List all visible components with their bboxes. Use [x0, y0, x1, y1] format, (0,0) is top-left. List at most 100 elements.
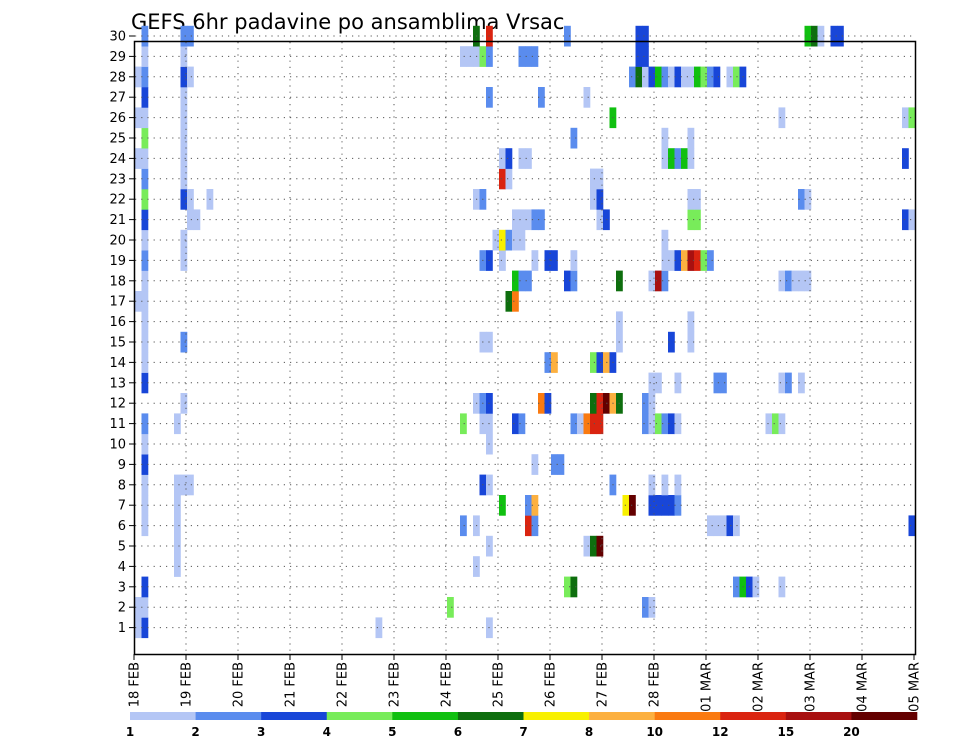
heatmap-cell: [908, 107, 916, 129]
heatmap-cell: [817, 25, 825, 47]
plot-frame: [133, 40, 917, 656]
heatmap-cell: [180, 474, 188, 496]
y-tick-label: 27: [109, 91, 126, 106]
heatmap-cell: [187, 474, 194, 496]
x-tick-label: 25 FEB: [492, 662, 507, 707]
heatmap-cell: [538, 209, 545, 231]
heatmap-cell: [661, 270, 669, 292]
heatmap-cell: [596, 352, 604, 373]
heatmap-cell: [720, 515, 727, 537]
heatmap-cell: [141, 454, 149, 475]
heatmap-cell: [661, 66, 669, 88]
heatmap-cell: [531, 250, 539, 271]
heatmap-cell: [661, 127, 669, 149]
heatmap-cell: [564, 576, 571, 598]
legend-swatch: [785, 712, 852, 720]
heatmap-cell: [180, 66, 188, 88]
y-tick-label: 20: [109, 234, 126, 249]
heatmap-cell: [642, 393, 649, 414]
y-tick-label: 6: [118, 519, 126, 534]
heatmap-cell: [512, 229, 519, 251]
heatmap-cell: [375, 617, 383, 639]
legend-label: 7: [519, 725, 527, 739]
legend-label: 5: [388, 725, 396, 739]
heatmap-cell: [655, 270, 662, 292]
heatmap-cell: [674, 413, 682, 435]
heatmap-cell: [512, 270, 519, 292]
heatmap-cell: [505, 291, 513, 312]
heatmap-cell: [135, 148, 142, 169]
heatmap-cell: [141, 413, 149, 435]
heatmap-cell: [518, 209, 526, 231]
heatmap-cell: [694, 250, 701, 271]
heatmap-cell: [687, 148, 695, 169]
heatmap-cell: [518, 148, 526, 169]
heatmap-cell: [174, 556, 181, 577]
heatmap-cell: [564, 25, 571, 47]
heatmap-cell: [518, 229, 526, 251]
heatmap-cell: [180, 189, 188, 210]
heatmap-cell: [648, 66, 656, 88]
y-tick-label: 12: [109, 397, 126, 412]
heatmap-cell: [668, 66, 675, 88]
heatmap-cell: [135, 66, 142, 88]
legend-swatch: [195, 712, 262, 720]
heatmap-cell: [713, 66, 721, 88]
heatmap-cell: [512, 291, 519, 312]
legend-swatch: [720, 712, 787, 720]
heatmap-cell: [557, 454, 565, 475]
heatmap-cell: [707, 66, 714, 88]
y-tick-label: 14: [109, 356, 126, 371]
heatmap-cell: [590, 535, 597, 557]
legend-swatch: [589, 712, 655, 720]
heatmap-cell: [596, 189, 604, 210]
x-axis: 18 FEB 19 FEB 20 FEB 21 FEB 22 FEB 23 FEB 24 F…: [128, 654, 923, 712]
heatmap-cell: [570, 250, 578, 271]
heatmap-cell: [785, 372, 792, 394]
heatmap-cell: [141, 495, 149, 516]
heatmap-cell: [687, 209, 695, 231]
x-tick-label: 23 FEB: [388, 662, 403, 707]
y-tick-label: 24: [109, 152, 126, 167]
legend-swatch: [457, 712, 524, 720]
y-tick-label: 11: [109, 417, 126, 432]
heatmap-cell: [713, 372, 721, 394]
heatmap-cell: [648, 393, 656, 414]
heatmap-cell: [141, 311, 149, 333]
legend-label: 4: [323, 725, 331, 739]
y-tick-label: 16: [109, 315, 126, 330]
heatmap-cell: [544, 352, 552, 373]
heatmap-cell: [141, 168, 149, 190]
legend-label: 15: [777, 725, 794, 739]
heatmap-cell: [596, 393, 604, 414]
heatmap-cell: [681, 66, 688, 88]
heatmap-cell: [778, 576, 786, 598]
y-tick-label: 28: [109, 70, 126, 85]
heatmap-cell: [798, 189, 805, 210]
heatmap-cell: [785, 270, 792, 292]
heatmap-cell: [590, 352, 597, 373]
legend-label: 10: [646, 725, 663, 739]
heatmap-cell: [661, 413, 669, 435]
legend-label: 1: [126, 725, 134, 739]
heatmap-cell: [583, 413, 591, 435]
heatmap-cell: [538, 87, 545, 108]
heatmap-cell: [642, 46, 649, 67]
heatmap-cell: [180, 107, 188, 129]
y-tick-label: 15: [109, 336, 126, 351]
heatmap-cell: [492, 229, 500, 251]
heatmap-cell: [525, 270, 532, 292]
heatmap-cell: [174, 535, 181, 557]
y-tick-label: 19: [109, 254, 126, 269]
heatmap-cell: [642, 413, 649, 435]
legend-label: 20: [843, 725, 860, 739]
heatmap-cell: [570, 413, 578, 435]
heatmap-cell: [180, 250, 188, 271]
heatmap-cell: [141, 107, 149, 129]
heatmap-cell: [720, 372, 727, 394]
heatmap-cell: [648, 474, 656, 496]
heatmap-cell: [180, 168, 188, 190]
heatmap-cell: [141, 433, 149, 455]
heatmap-cell: [193, 209, 201, 231]
